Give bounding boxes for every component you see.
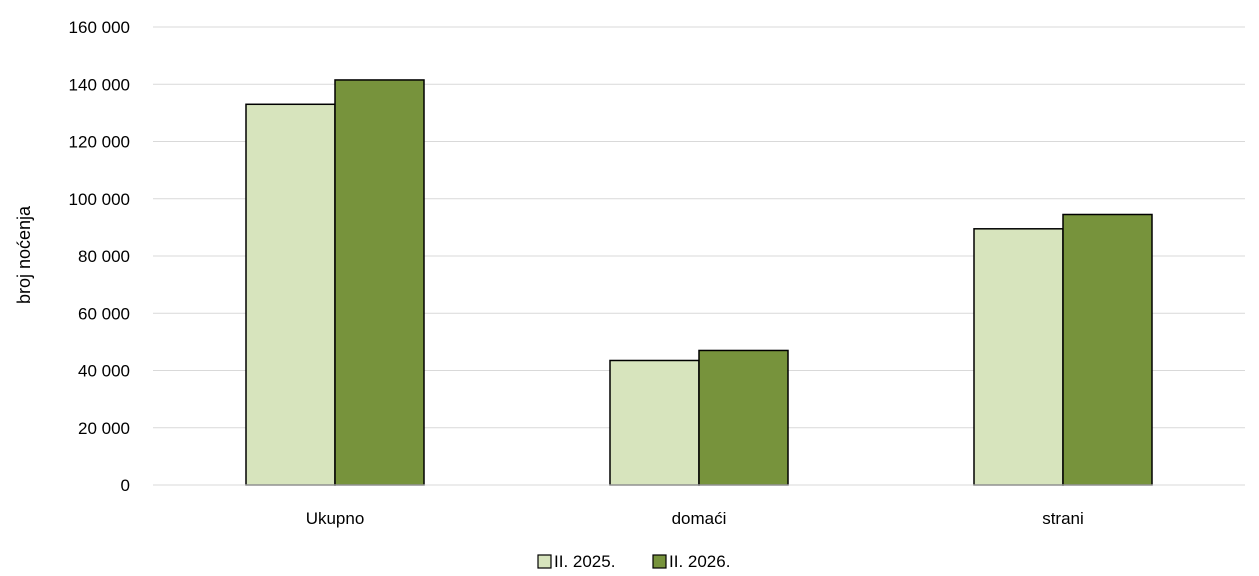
- bar-Ukupno-II. 2025.: [245, 103, 336, 486]
- y-tick-label: 120 000: [69, 133, 130, 152]
- y-axis-ticks: 0 20 000 40 000 60 000 80 000 100 000 120 000 1…: [69, 18, 130, 495]
- legend: II. 2025. II. 2026.: [537, 552, 730, 571]
- y-tick-label: 160 000: [69, 18, 130, 37]
- y-tick-label: 140 000: [69, 75, 130, 94]
- y-tick-label: 60 000: [78, 304, 130, 323]
- y-axis-title: broj noćenja: [14, 205, 34, 304]
- y-tick-label: 100 000: [69, 190, 130, 209]
- x-tick-label: Ukupno: [306, 509, 365, 528]
- bars: [245, 79, 1153, 486]
- y-tick-label: 80 000: [78, 247, 130, 266]
- x-axis-ticks: Ukupno domaći strani: [306, 509, 1084, 528]
- legend-label: II. 2025.: [554, 552, 615, 571]
- bar-strani-II. 2025.: [973, 228, 1064, 486]
- bar-strani-II. 2026.: [1062, 213, 1153, 486]
- y-tick-label: 0: [121, 476, 130, 495]
- x-tick-label: domaći: [672, 509, 727, 528]
- bar-domaći-II. 2025.: [609, 359, 700, 486]
- y-tick-label: 40 000: [78, 362, 130, 381]
- legend-swatch: [652, 554, 667, 569]
- bar-domaći-II. 2026.: [698, 349, 789, 486]
- legend-swatch: [537, 554, 552, 569]
- x-tick-label: strani: [1042, 509, 1084, 528]
- bar-Ukupno-II. 2026.: [334, 79, 425, 486]
- y-tick-label: 20 000: [78, 419, 130, 438]
- legend-label: II. 2026.: [669, 552, 730, 571]
